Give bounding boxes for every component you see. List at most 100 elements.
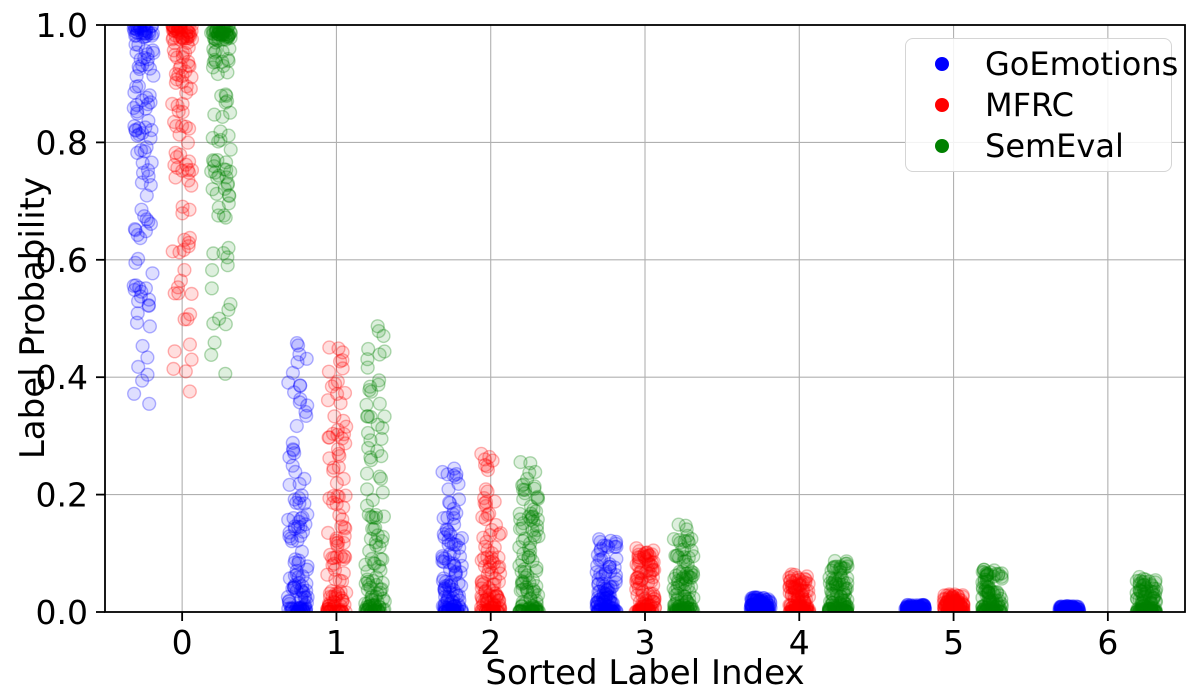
data-point xyxy=(672,564,687,580)
data-point xyxy=(523,591,538,606)
data-point xyxy=(447,558,462,573)
data-point xyxy=(609,603,624,612)
data-point xyxy=(327,595,342,610)
data-point xyxy=(519,471,535,487)
data-point xyxy=(629,541,644,556)
data-point xyxy=(338,521,353,536)
data-point xyxy=(948,602,963,612)
data-point xyxy=(169,150,184,165)
data-point xyxy=(914,598,929,612)
data-point xyxy=(285,602,300,612)
data-point xyxy=(485,600,500,612)
data-point xyxy=(515,482,531,497)
data-point xyxy=(178,45,193,60)
data-point xyxy=(294,544,310,559)
data-point xyxy=(606,601,621,612)
data-point xyxy=(207,107,222,122)
data-point xyxy=(171,25,186,34)
data-point xyxy=(759,592,774,608)
data-point xyxy=(641,597,656,612)
data-point xyxy=(212,25,227,37)
data-point xyxy=(939,595,954,610)
data-point xyxy=(360,425,376,441)
data-point xyxy=(523,512,539,528)
data-point xyxy=(165,25,180,34)
data-point xyxy=(1061,603,1076,612)
data-point xyxy=(747,590,762,605)
data-point xyxy=(945,594,960,610)
data-point xyxy=(480,462,496,478)
data-point xyxy=(451,476,466,492)
data-point xyxy=(481,591,496,607)
data-point xyxy=(639,599,654,612)
data-point xyxy=(287,580,302,595)
data-point xyxy=(207,31,222,47)
data-point xyxy=(297,599,312,612)
data-point xyxy=(204,25,219,40)
data-point xyxy=(181,28,196,44)
data-point xyxy=(127,119,142,134)
data-point xyxy=(294,488,309,503)
data-point xyxy=(667,599,682,612)
data-point xyxy=(669,593,685,608)
data-point xyxy=(753,601,769,612)
data-point xyxy=(219,155,234,170)
data-point xyxy=(635,588,650,603)
data-point xyxy=(791,598,806,612)
data-point xyxy=(949,595,964,610)
data-point xyxy=(680,600,695,612)
data-point xyxy=(293,378,308,393)
data-point xyxy=(476,530,491,545)
data-point xyxy=(641,557,657,572)
data-point xyxy=(138,26,153,41)
data-point xyxy=(140,163,156,178)
data-point xyxy=(748,604,763,612)
data-point xyxy=(754,592,769,607)
data-point xyxy=(1059,603,1074,612)
data-point xyxy=(128,25,143,37)
data-point xyxy=(297,471,312,487)
data-point xyxy=(331,460,346,475)
data-point xyxy=(756,596,772,611)
data-point xyxy=(796,583,811,598)
data-point xyxy=(1071,604,1086,612)
data-point xyxy=(945,589,960,604)
data-point xyxy=(756,603,772,612)
data-point xyxy=(336,471,351,487)
data-point xyxy=(215,44,230,59)
data-point xyxy=(366,522,382,537)
data-point xyxy=(362,383,377,398)
data-point xyxy=(330,442,346,457)
data-point xyxy=(670,580,685,595)
data-point xyxy=(1064,602,1079,612)
data-point xyxy=(289,583,304,599)
y-tick-label: 0.2 xyxy=(36,476,88,515)
data-point xyxy=(479,534,494,549)
data-point xyxy=(643,586,658,601)
data-point xyxy=(337,385,353,401)
data-point xyxy=(630,570,646,585)
data-point xyxy=(482,588,497,603)
data-point xyxy=(680,533,695,548)
data-point xyxy=(291,570,306,585)
data-point xyxy=(299,595,315,611)
data-point xyxy=(491,603,506,612)
data-point xyxy=(589,565,604,580)
data-point xyxy=(361,440,376,456)
data-point xyxy=(440,467,455,482)
data-point xyxy=(915,603,930,612)
data-point xyxy=(135,126,150,141)
data-point xyxy=(604,595,620,611)
legend-marker-icon xyxy=(935,138,949,153)
data-point xyxy=(222,188,237,204)
data-point xyxy=(130,25,145,37)
data-point xyxy=(368,603,383,612)
data-point xyxy=(292,496,307,511)
data-point xyxy=(599,583,615,598)
data-point xyxy=(176,31,191,47)
data-point xyxy=(529,490,545,506)
data-point xyxy=(134,284,149,299)
data-point xyxy=(600,603,615,612)
data-point xyxy=(144,28,159,43)
data-point xyxy=(948,596,963,611)
